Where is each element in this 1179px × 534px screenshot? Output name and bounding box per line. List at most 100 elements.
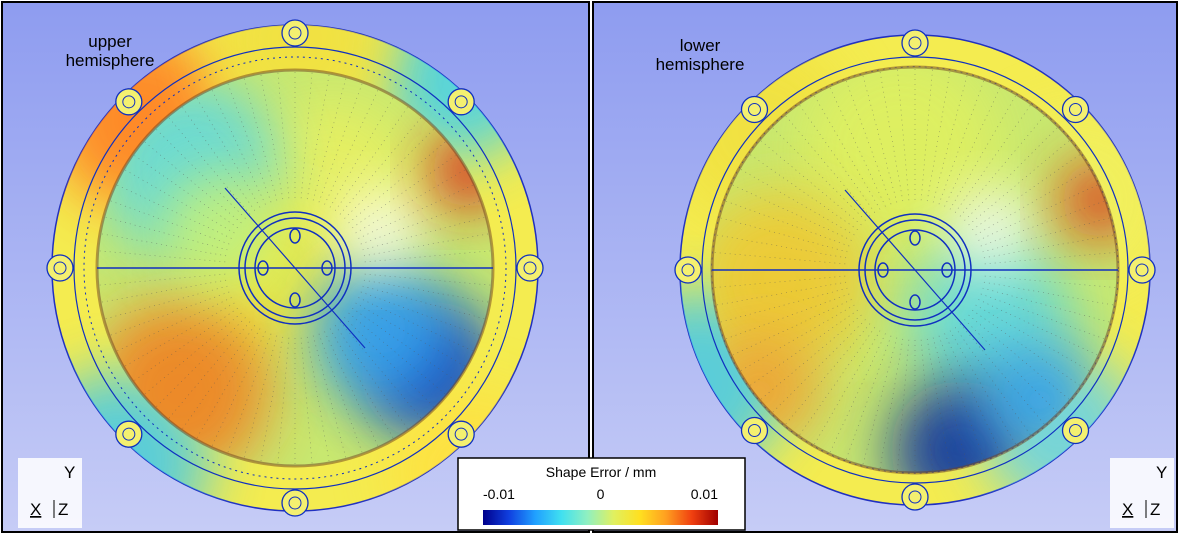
mesh-line <box>712 275 846 288</box>
mesh-line <box>980 293 1106 340</box>
hub-ring <box>244 217 346 319</box>
mesh-line <box>879 70 904 202</box>
field-blob <box>712 190 870 370</box>
hub-hole <box>909 230 921 246</box>
bolt-lug <box>115 420 143 448</box>
hub-hole <box>909 294 921 310</box>
colorbar-tick-label: 0.01 <box>691 486 718 502</box>
diag-line <box>224 187 366 349</box>
triad-box <box>18 458 82 528</box>
mesh-line <box>730 183 852 241</box>
mesh-line <box>954 327 1032 437</box>
mesh-line <box>813 94 881 210</box>
mesh-line <box>862 337 898 467</box>
mesh-line <box>759 139 862 226</box>
mesh-line <box>730 299 852 357</box>
bolt-lug <box>516 254 544 282</box>
bolt-hole <box>908 490 922 504</box>
bolt-hole <box>122 427 136 441</box>
mesh-line <box>712 252 846 265</box>
mesh-line <box>949 94 1017 210</box>
mesh-line <box>944 333 1002 455</box>
mesh-line <box>983 281 1115 306</box>
bolt-lug <box>115 88 143 116</box>
triad-label: Z <box>1150 500 1160 519</box>
bolt-hole <box>53 261 67 275</box>
mesh-line <box>978 299 1100 357</box>
bolt-lug <box>740 416 769 445</box>
mesh-line <box>771 126 866 221</box>
bolt-lug <box>281 489 309 517</box>
mesh-line <box>984 252 1118 265</box>
ring-track <box>83 56 507 480</box>
field-blob <box>340 190 420 270</box>
bolt-lug <box>46 254 74 282</box>
mesh-line <box>845 335 892 461</box>
ring-track <box>701 56 1129 484</box>
bolt-lug <box>901 29 929 57</box>
mesh-line <box>932 337 968 467</box>
mesh-line <box>975 304 1091 372</box>
mesh-line <box>954 103 1032 213</box>
panel-label: upper hemisphere <box>65 32 155 70</box>
mesh-line <box>798 103 876 213</box>
mesh-line <box>944 85 1002 207</box>
bolt-hole <box>454 427 468 441</box>
bolt-hole <box>288 26 302 40</box>
triad-label: Z <box>58 500 68 519</box>
mesh-line <box>828 85 886 207</box>
bolt-hole <box>1069 424 1083 438</box>
bolt-lug <box>901 483 929 511</box>
dome-field <box>97 70 493 466</box>
mesh-line <box>845 79 892 205</box>
mesh-line <box>879 338 904 470</box>
mesh-line <box>983 234 1115 259</box>
bolt-hole <box>681 263 695 277</box>
bolt-hole <box>908 36 922 50</box>
hub-ring <box>858 213 972 327</box>
mesh-line <box>718 287 848 323</box>
mesh-line <box>798 327 876 437</box>
hub-ring <box>864 219 966 321</box>
mesh-line <box>748 309 858 387</box>
hub-hole <box>257 260 269 276</box>
hub-hole <box>289 228 301 244</box>
mesh-line <box>784 323 871 426</box>
bolt-lug <box>447 88 475 116</box>
bolt-hole <box>454 95 468 109</box>
field-blob <box>160 170 280 290</box>
field-blob <box>1060 160 1118 240</box>
panel-label: lower hemisphere <box>655 36 745 74</box>
mesh-line <box>968 139 1071 226</box>
mesh-line <box>984 275 1118 288</box>
bolt-lug <box>674 256 702 284</box>
field-blob <box>950 190 1030 270</box>
hub-ring <box>238 211 352 325</box>
mesh-line <box>715 281 847 306</box>
triad-box <box>1110 458 1174 528</box>
triad-label: Y <box>1156 463 1167 482</box>
mesh-line <box>932 73 968 203</box>
mesh-line <box>862 73 898 203</box>
bolt-lug <box>1061 95 1090 124</box>
hub-ring <box>254 227 336 309</box>
hub-ring <box>874 229 956 311</box>
field-blob <box>310 260 450 400</box>
mesh-line <box>813 330 881 446</box>
mesh-line <box>926 338 951 470</box>
mesh-line <box>926 70 951 202</box>
bolt-hole <box>288 496 302 510</box>
hub-hole <box>877 262 889 278</box>
bolt-lug <box>1061 416 1090 445</box>
bolt-hole <box>1069 102 1083 116</box>
mesh-line <box>715 234 847 259</box>
mesh-line <box>724 293 850 340</box>
mesh-line <box>964 126 1059 221</box>
mesh-line <box>920 339 933 473</box>
triad-label: X <box>30 500 41 519</box>
diag-line <box>844 189 986 351</box>
mesh-line <box>949 330 1017 446</box>
